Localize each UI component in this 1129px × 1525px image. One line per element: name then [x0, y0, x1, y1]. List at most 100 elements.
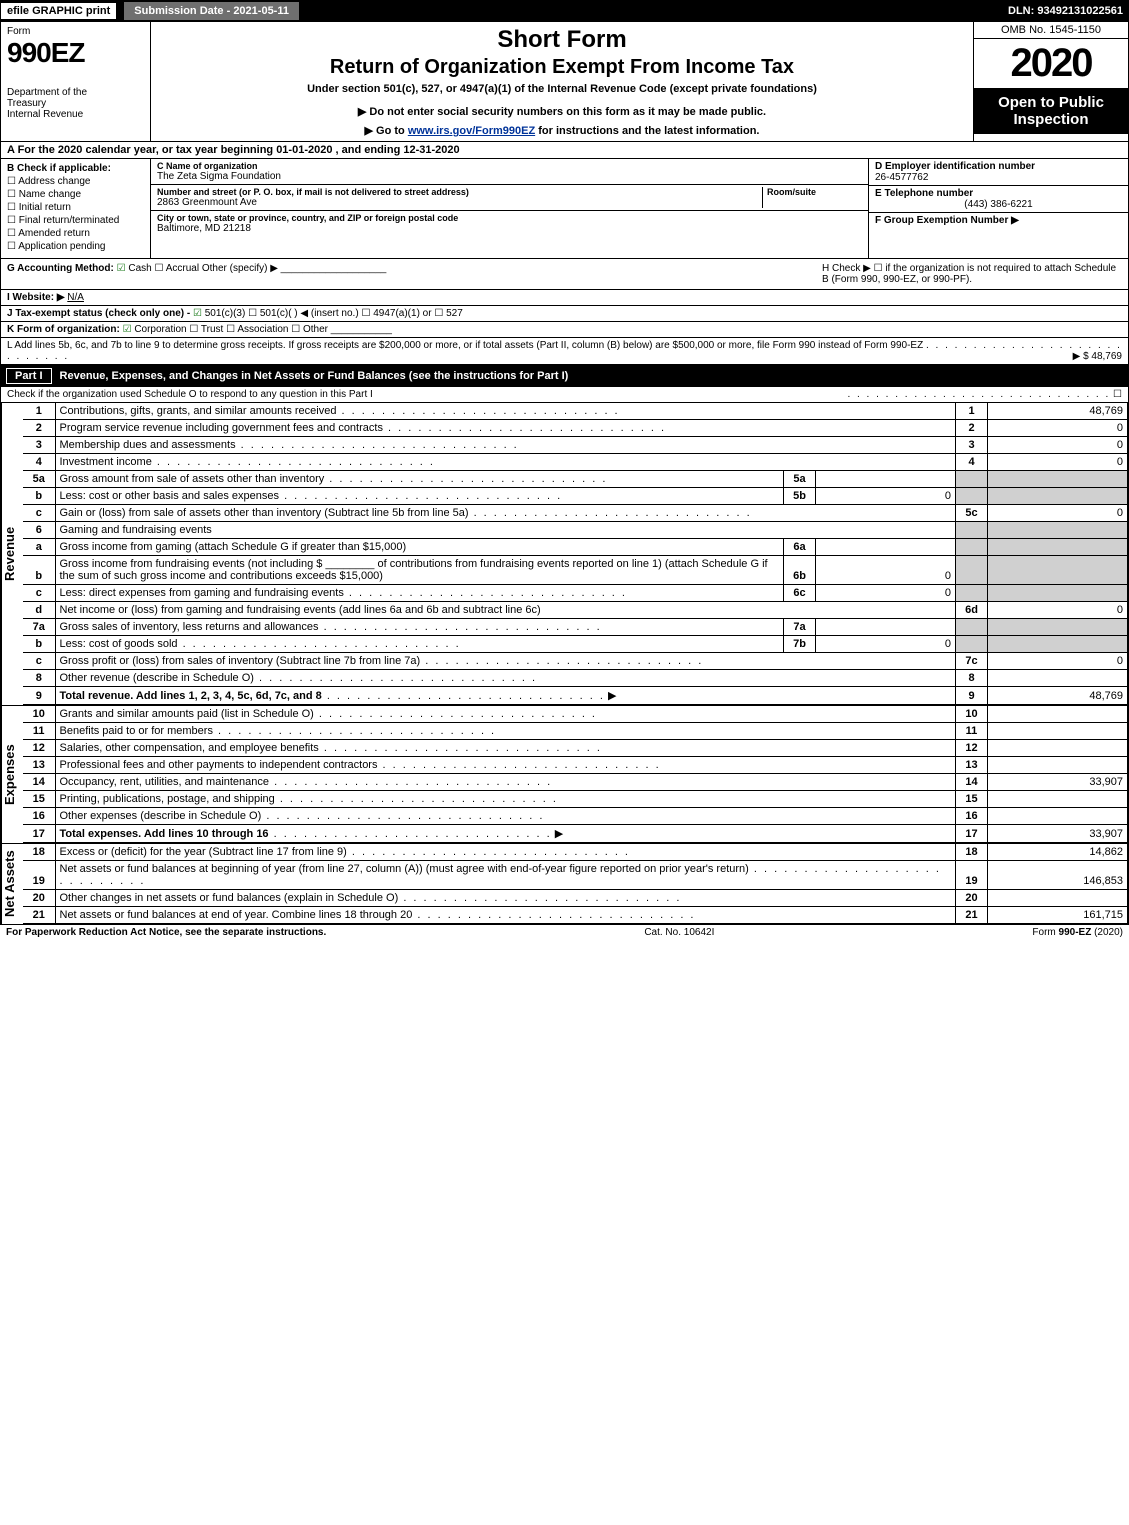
ein-value: 26-4577762 — [875, 172, 1122, 183]
line-9: 9Total revenue. Add lines 1, 2, 3, 4, 5c… — [23, 687, 1128, 705]
chk-corporation[interactable]: Corporation — [123, 324, 187, 335]
website-label: I Website: ▶ — [7, 292, 65, 303]
dept-label: Department of theTreasuryInternal Revenu… — [7, 87, 144, 120]
j-label: J Tax-exempt status (check only one) - — [7, 308, 190, 319]
website-value: N/A — [67, 292, 84, 303]
line-6a: aGross income from gaming (attach Schedu… — [23, 539, 1128, 556]
line-1: 1 Contributions, gifts, grants, and simil… — [23, 403, 1128, 420]
street-value: 2863 Greenmount Ave — [157, 197, 762, 208]
phone-value: (443) 386-6221 — [875, 199, 1122, 210]
rowno: 1 — [23, 403, 55, 420]
line-l: L Add lines 5b, 6c, and 7b to line 9 to … — [0, 338, 1129, 365]
line-21: 21Net assets or fund balances at end of … — [23, 907, 1128, 924]
g-label: G Accounting Method: — [7, 263, 114, 274]
box-c: C Name of organization The Zeta Sigma Fo… — [151, 159, 868, 258]
chk-final-return[interactable]: Final return/terminated — [7, 215, 144, 226]
phone-cell: E Telephone number (443) 386-6221 — [869, 186, 1128, 213]
part-i-check: Check if the organization used Schedule … — [0, 387, 1129, 403]
form-label: Form — [7, 26, 144, 37]
net-assets-section: Net Assets 18Excess or (deficit) for the… — [0, 844, 1129, 925]
chk-527[interactable]: 527 — [434, 308, 462, 319]
goto-prefix: ▶ Go to — [365, 125, 408, 137]
line-h: H Check ▶ ☐ if the organization is not r… — [822, 263, 1122, 285]
boxno: 1 — [956, 403, 988, 420]
form-header: Form 990EZ Department of theTreasuryInte… — [0, 22, 1129, 142]
part-i-header: Part I Revenue, Expenses, and Changes in… — [0, 365, 1129, 387]
omb-number: OMB No. 1545-1150 — [974, 22, 1128, 39]
revenue-table: 1 Contributions, gifts, grants, and simil… — [23, 403, 1128, 705]
line-7c: cGross profit or (loss) from sales of in… — [23, 653, 1128, 670]
chk-association[interactable]: Association — [226, 324, 288, 335]
desc: Contributions, gifts, grants, and simila… — [60, 405, 337, 417]
org-name-label: C Name of organization — [157, 161, 862, 171]
schedule-o-check-text: Check if the organization used Schedule … — [7, 389, 373, 400]
line-5c: cGain or (loss) from sale of assets othe… — [23, 505, 1128, 522]
revenue-side-label: Revenue — [1, 403, 23, 705]
tax-year: 2020 — [974, 39, 1128, 88]
header-right: OMB No. 1545-1150 2020 Open to Public In… — [973, 22, 1128, 141]
footer-mid: Cat. No. 10642I — [326, 927, 1032, 938]
chk-501c3[interactable]: 501(c)(3) — [193, 308, 245, 319]
footer-right: Form 990-EZ (2020) — [1032, 927, 1123, 938]
line-13: 13Professional fees and other payments t… — [23, 757, 1128, 774]
footer-left: For Paperwork Reduction Act Notice, see … — [6, 927, 326, 938]
line-5a: 5aGross amount from sale of assets other… — [23, 471, 1128, 488]
dln-number: DLN: 93492131022561 — [1008, 5, 1129, 17]
irs-link[interactable]: www.irs.gov/Form990EZ — [408, 125, 535, 137]
chk-trust[interactable]: Trust — [189, 324, 223, 335]
group-cell: F Group Exemption Number ▶ — [869, 213, 1128, 258]
street-label: Number and street (or P. O. box, if mail… — [157, 187, 762, 197]
header-left: Form 990EZ Department of theTreasuryInte… — [1, 22, 151, 141]
expenses-table: 10Grants and similar amounts paid (list … — [23, 706, 1128, 843]
chk-other[interactable]: Other — [291, 324, 328, 335]
chk-name-change[interactable]: Name change — [7, 189, 144, 200]
room-label: Room/suite — [767, 187, 862, 197]
line-15: 15Printing, publications, postage, and s… — [23, 791, 1128, 808]
org-name-row: C Name of organization The Zeta Sigma Fo… — [151, 159, 868, 185]
top-bar: efile GRAPHIC print Submission Date - 20… — [0, 0, 1129, 22]
title-return: Return of Organization Exempt From Incom… — [155, 56, 969, 79]
chk-cash[interactable]: Cash — [117, 263, 152, 274]
line-10: 10Grants and similar amounts paid (list … — [23, 706, 1128, 723]
line-5b: bLess: cost or other basis and sales exp… — [23, 488, 1128, 505]
dots-icon — [847, 389, 1110, 400]
line-k: K Form of organization: Corporation Trus… — [0, 322, 1129, 338]
part-i-title: Revenue, Expenses, and Changes in Net As… — [60, 370, 569, 382]
expenses-side-label: Expenses — [1, 706, 23, 843]
l-text: L Add lines 5b, 6c, and 7b to line 9 to … — [7, 340, 923, 351]
city-value: Baltimore, MD 21218 — [157, 223, 862, 234]
subtitle: Under section 501(c), 527, or 4947(a)(1)… — [155, 83, 969, 95]
chk-501c[interactable]: 501(c)( ) ◀ (insert no.) — [248, 308, 359, 319]
line-6d: dNet income or (loss) from gaming and fu… — [23, 602, 1128, 619]
box-d: D Employer identification number 26-4577… — [868, 159, 1128, 258]
chk-initial-return[interactable]: Initial return — [7, 202, 144, 213]
line-7b: bLess: cost of goods sold7b0 — [23, 636, 1128, 653]
line-6b: bGross income from fundraising events (n… — [23, 556, 1128, 585]
chk-application-pending[interactable]: Application pending — [7, 241, 144, 252]
line-6: 6Gaming and fundraising events — [23, 522, 1128, 539]
line-20: 20Other changes in net assets or fund ba… — [23, 890, 1128, 907]
street-row: Number and street (or P. O. box, if mail… — [151, 185, 868, 211]
expenses-section: Expenses 10Grants and similar amounts pa… — [0, 706, 1129, 844]
l-amount: ▶ $ 48,769 — [1073, 351, 1122, 362]
box-b: B Check if applicable: Address change Na… — [1, 159, 151, 258]
k-label: K Form of organization: — [7, 324, 120, 335]
chk-amended-return[interactable]: Amended return — [7, 228, 144, 239]
chk-4947[interactable]: 4947(a)(1) or — [361, 308, 431, 319]
chk-address-change[interactable]: Address change — [7, 176, 144, 187]
form-number: 990EZ — [7, 37, 144, 69]
line-14: 14Occupancy, rent, utilities, and mainte… — [23, 774, 1128, 791]
ein-label: D Employer identification number — [875, 161, 1122, 172]
schedule-o-checkbox[interactable]: ☐ — [1113, 389, 1122, 400]
phone-label: E Telephone number — [875, 188, 1122, 199]
line-g: G Accounting Method: Cash Accrual Other … — [7, 263, 822, 285]
chk-accrual[interactable]: Accrual — [155, 263, 200, 274]
line-11: 11Benefits paid to or for members11 — [23, 723, 1128, 740]
info-grid: B Check if applicable: Address change Na… — [0, 159, 1129, 259]
line-2: 2Program service revenue including gover… — [23, 420, 1128, 437]
efile-badge[interactable]: efile GRAPHIC print — [0, 2, 117, 20]
org-name: The Zeta Sigma Foundation — [157, 171, 862, 182]
line-i: I Website: ▶ N/A — [0, 290, 1129, 306]
period-row: A For the 2020 calendar year, or tax yea… — [0, 142, 1129, 159]
group-label: F Group Exemption Number ▶ — [875, 215, 1122, 226]
